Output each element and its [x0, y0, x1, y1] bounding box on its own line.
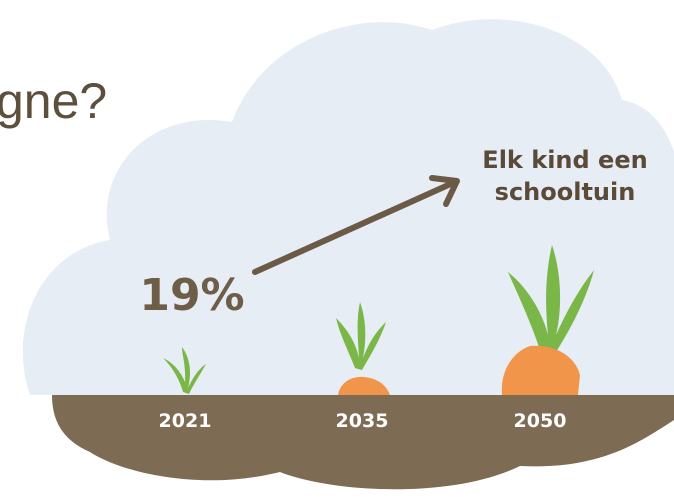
- heading: gne?: [0, 73, 107, 129]
- annotation-line: schooltuin: [495, 178, 636, 206]
- year-label: 2021: [159, 410, 212, 432]
- infographic: gne? Elk kind een schooltuin 19% 2021 20…: [0, 0, 674, 503]
- year-label: 2035: [336, 410, 389, 432]
- year-label: 2050: [514, 410, 567, 432]
- stat: 19%: [139, 270, 244, 321]
- annotation-line: Elk kind een: [482, 146, 647, 174]
